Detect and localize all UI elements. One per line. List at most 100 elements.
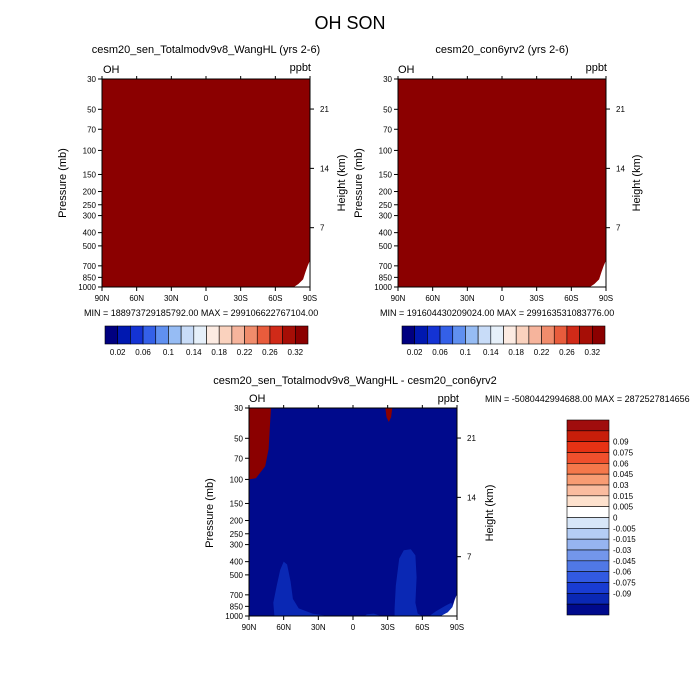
colorbar-box	[401, 325, 415, 345]
y-axis-title: Pressure (mb)	[204, 478, 216, 548]
colorbar-label: 0.1	[460, 348, 472, 357]
y-axis-title: Pressure (mb)	[57, 148, 69, 218]
colorbar-box	[490, 325, 504, 345]
colorbar-label: 0.32	[288, 348, 304, 357]
colorbar-box	[206, 325, 220, 345]
y-tick-label: 150	[230, 499, 244, 508]
colorbar-box	[566, 582, 610, 594]
colorbar-box	[155, 325, 169, 345]
y2-tick-label: 21	[320, 105, 329, 114]
y-tick-label: 300	[83, 212, 97, 221]
colorbar-box	[528, 325, 542, 345]
y-tick-label: 250	[230, 530, 244, 539]
colorbar-label: 0.26	[559, 348, 575, 357]
y-tick-label: 400	[379, 229, 393, 238]
colorbar-label: 0.18	[211, 348, 227, 357]
colorbar-box	[566, 463, 610, 475]
right-string: ppbt	[586, 62, 607, 74]
y-tick-label: 850	[379, 273, 393, 282]
colorbar-box	[566, 430, 610, 442]
colorbar-box	[566, 473, 610, 486]
colorbar-box	[130, 325, 144, 345]
colorbar-box	[566, 538, 610, 551]
colorbar-box	[244, 325, 258, 345]
colorbar-label: 0.06	[613, 459, 629, 468]
x-tick-label: 60S	[415, 623, 429, 632]
y-tick-label: 700	[379, 262, 393, 271]
y-tick-label: 1000	[78, 283, 96, 292]
y-tick-label: 1000	[225, 612, 243, 621]
x-tick-label: 60S	[268, 294, 282, 303]
colorbar-label: 0.02	[110, 348, 126, 357]
colorbar-box	[566, 549, 610, 562]
field-white-region	[440, 594, 457, 616]
y2-axis-title: Height (km)	[631, 155, 643, 212]
colorbar-box	[566, 484, 610, 497]
colorbar-box	[566, 603, 610, 616]
colorbar-box	[282, 325, 296, 345]
colorbar-label: -0.06	[613, 568, 632, 577]
colorbar-box	[566, 528, 610, 540]
x-tick-label: 90N	[391, 294, 406, 303]
colorbar-label: -0.005	[613, 524, 636, 533]
y2-tick-label: 21	[467, 434, 476, 443]
y-tick-label: 50	[87, 105, 96, 114]
y-tick-label: 700	[83, 262, 97, 271]
field-background	[102, 79, 310, 287]
y-tick-label: 100	[83, 146, 97, 155]
x-tick-label: 30S	[234, 294, 248, 303]
colorbar-label: 0	[613, 514, 618, 523]
right-string: ppbt	[438, 393, 459, 405]
y-tick-label: 250	[83, 201, 97, 210]
colorbar-box	[117, 325, 131, 345]
stats-text: MIN = -5080442994688.00 MAX = 2872527814…	[485, 394, 690, 404]
colorbar-box	[566, 506, 610, 518]
y2-axis-title: Height (km)	[484, 485, 496, 542]
x-tick-label: 30S	[381, 623, 395, 632]
y-tick-label: 1000	[374, 283, 392, 292]
y-tick-label: 400	[230, 558, 244, 567]
y-tick-label: 200	[83, 188, 97, 197]
colorbar-label: 0.045	[613, 470, 634, 479]
colorbar-box	[256, 325, 271, 345]
axes: 90N 60N 30N 0 30S 60S 90S 30 50 70 100 150 200 250 300…	[78, 75, 329, 303]
colorbar-box	[515, 325, 530, 345]
panel-sen: cesm20_sen_Totalmodv9v8_WangHL (yrs 2-6)…	[57, 44, 348, 357]
x-tick-label: 30N	[164, 294, 179, 303]
y-tick-label: 250	[379, 201, 393, 210]
y2-tick-label: 14	[467, 493, 476, 502]
colorbar-box	[566, 593, 610, 605]
y-tick-label: 150	[83, 170, 97, 179]
y-tick-label: 850	[230, 602, 244, 611]
contour-field	[102, 79, 310, 287]
x-tick-label: 90N	[95, 294, 110, 303]
left-string: OH	[249, 393, 266, 405]
colorbar-box	[295, 325, 309, 345]
axes: 90N 60N 30N 0 30S 60S 90S 30 50 70 100 150 200 250 300…	[225, 404, 476, 632]
right-string: ppbt	[290, 62, 311, 74]
colorbar-box	[218, 325, 233, 345]
colorbar-label: -0.03	[613, 546, 632, 555]
axes: 90N 60N 30N 0 30S 60S 90S 30 50 70 100 150 200 250 300…	[374, 75, 625, 303]
y-tick-label: 50	[234, 434, 243, 443]
colorbar-box	[452, 325, 466, 345]
x-tick-label: 90S	[303, 294, 317, 303]
colorbar-box	[592, 325, 606, 345]
colorbar-box	[142, 325, 157, 345]
colorbar-label: 0.14	[483, 348, 499, 357]
y2-tick-label: 7	[616, 224, 621, 233]
x-tick-label: 0	[500, 294, 505, 303]
y-tick-label: 500	[379, 242, 393, 251]
colorbar-label: -0.045	[613, 557, 636, 566]
x-tick-label: 0	[351, 623, 356, 632]
x-tick-label: 60S	[564, 294, 578, 303]
y-tick-label: 200	[230, 517, 244, 526]
field-positive-south	[385, 408, 393, 422]
colorbar-box	[231, 325, 245, 345]
colorbar-label: 0.02	[407, 348, 423, 357]
x-tick-label: 90S	[450, 623, 464, 632]
stats-text: MIN = 191604430209024.00 MAX = 299163531…	[380, 308, 614, 318]
colorbar-box	[566, 325, 580, 345]
